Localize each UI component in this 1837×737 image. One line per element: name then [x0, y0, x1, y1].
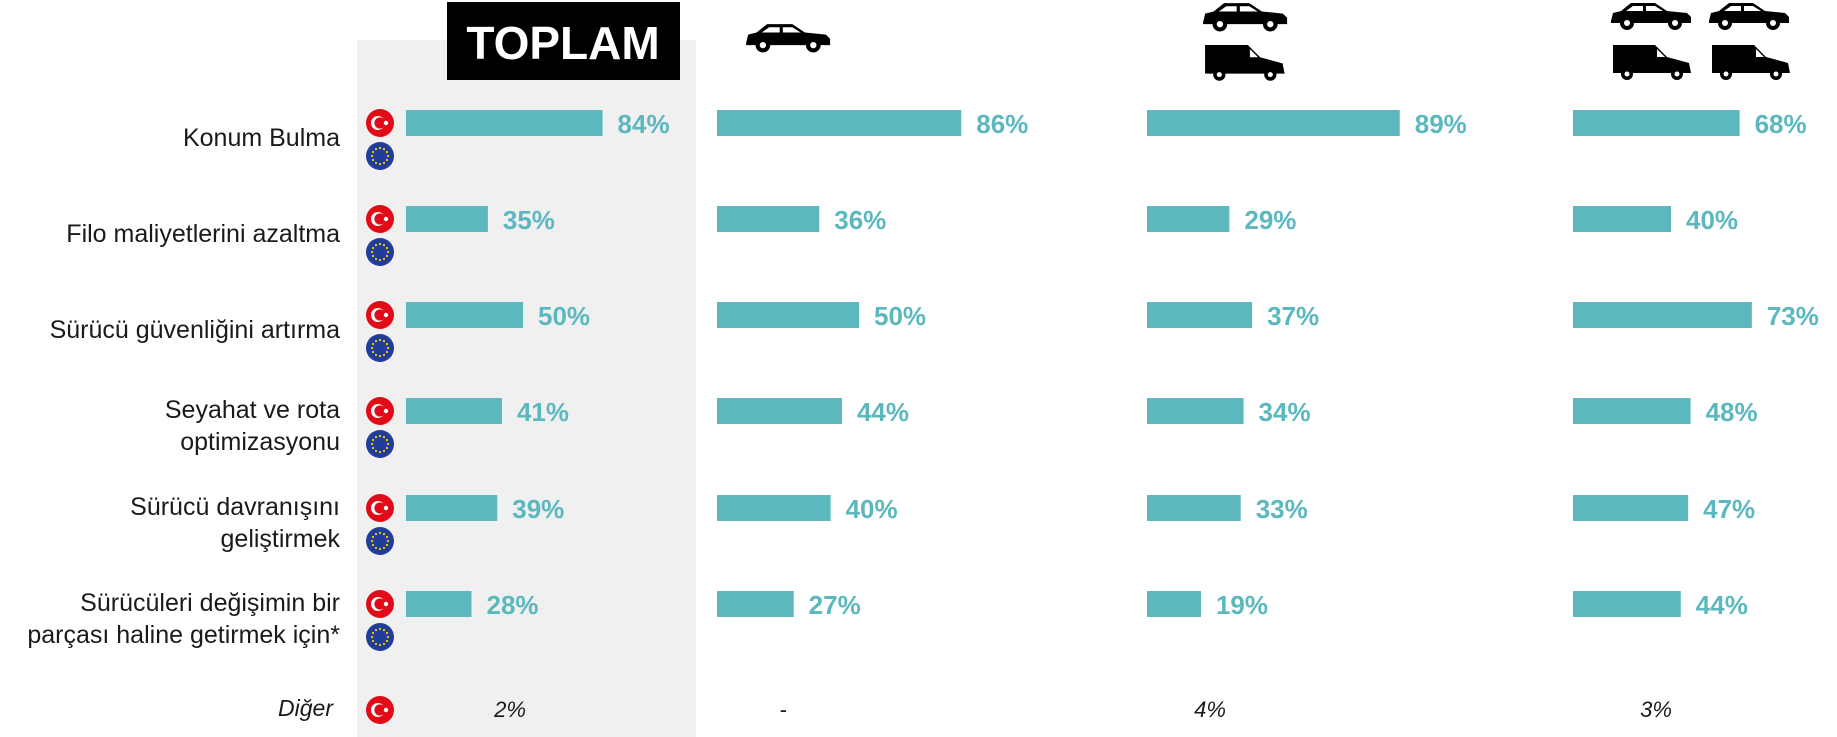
category-label: Sürücüleri değişimin bir — [80, 589, 340, 617]
category-labels: Konum Bulma Filo maliyetlerini azaltma Sür… — [27, 124, 340, 649]
data-label: 68% — [1755, 109, 1807, 139]
data-label: 41% — [517, 397, 569, 427]
car-icon — [746, 24, 831, 53]
total-title: TOPLAM — [466, 17, 659, 69]
bar — [1573, 206, 1671, 232]
bar — [717, 398, 842, 424]
value-labels: 84% 35% 50% 41% 39% 28% 86% 36% 50% 44% 40% 27% 89% 2… — [487, 109, 1819, 620]
turkey-flag-icon — [366, 205, 394, 233]
data-label: 29% — [1244, 205, 1296, 235]
bars — [406, 110, 1752, 617]
data-label: 28% — [487, 590, 539, 620]
data-label: 36% — [834, 205, 886, 235]
data-label: 86% — [976, 109, 1028, 139]
bar — [717, 206, 820, 232]
turkey-flag-icon — [366, 301, 394, 329]
car-icon — [1611, 3, 1691, 30]
category-label: Filo maliyetlerini azaltma — [66, 220, 340, 248]
bar — [1147, 206, 1230, 232]
data-label: 34% — [1259, 397, 1311, 427]
total-title-box — [447, 2, 680, 80]
bar — [1573, 495, 1689, 521]
category-label: Seyahat ve rota — [165, 396, 340, 424]
category-label: Konum Bulma — [183, 124, 340, 152]
data-label: 47% — [1703, 494, 1755, 524]
turkey-flag-icon — [366, 494, 394, 522]
data-label: 73% — [1767, 301, 1819, 331]
total-panel-background — [357, 40, 696, 737]
data-label: 40% — [846, 494, 898, 524]
bar — [1573, 302, 1752, 328]
data-label: 44% — [857, 397, 909, 427]
data-label: 50% — [538, 301, 590, 331]
bar — [1573, 398, 1691, 424]
bar — [1147, 110, 1400, 136]
data-label: 33% — [1256, 494, 1308, 524]
eu-flag-icon — [366, 430, 394, 458]
bar — [1147, 398, 1244, 424]
bar — [406, 206, 488, 232]
turkey-flag-icon — [366, 590, 394, 618]
van-icon — [1205, 45, 1285, 81]
bar — [717, 591, 794, 617]
data-label: 44% — [1696, 590, 1748, 620]
cars-and-vans-icon — [1611, 3, 1790, 80]
bar — [1147, 302, 1253, 328]
other-value: 4% — [1194, 697, 1226, 722]
other-row: Diğer 2% - 4% 3% — [278, 695, 1672, 722]
category-label: Sürücü güvenliğini artırma — [50, 316, 341, 344]
turkey-flag-icon — [366, 397, 394, 425]
data-label: 27% — [809, 590, 861, 620]
flag-icons — [366, 109, 394, 724]
bar — [406, 302, 523, 328]
category-label: optimizasyonu — [180, 428, 340, 456]
data-label: 89% — [1415, 109, 1467, 139]
eu-flag-icon — [366, 238, 394, 266]
other-row-label: Diğer — [278, 695, 334, 721]
turkey-flag-icon — [366, 109, 394, 137]
data-label: 39% — [512, 494, 564, 524]
bar — [717, 302, 859, 328]
data-label: 37% — [1267, 301, 1319, 331]
other-value: 3% — [1640, 697, 1672, 722]
car-icon — [746, 24, 831, 53]
bar — [406, 398, 502, 424]
data-label: 40% — [1686, 205, 1738, 235]
data-label: 50% — [874, 301, 926, 331]
bar — [406, 591, 472, 617]
data-label: 35% — [503, 205, 555, 235]
van-icon — [1613, 45, 1691, 80]
car-icon — [1709, 3, 1789, 30]
bar — [1573, 110, 1740, 136]
turkey-flag-icon — [366, 696, 394, 724]
eu-flag-icon — [366, 527, 394, 555]
other-value: 2% — [493, 697, 526, 722]
bar — [406, 495, 498, 521]
data-label: 48% — [1706, 397, 1758, 427]
bar — [1147, 591, 1201, 617]
car-icon — [1203, 3, 1288, 32]
bar — [1147, 495, 1241, 521]
car-and-van-icon — [1203, 3, 1288, 81]
category-label: Sürücü davranışını — [130, 493, 340, 521]
category-label: geliştirmek — [221, 525, 341, 553]
van-icon — [1712, 45, 1790, 80]
other-value: - — [779, 697, 786, 722]
bar — [717, 495, 831, 521]
eu-flag-icon — [366, 142, 394, 170]
eu-flag-icon — [366, 334, 394, 362]
bar — [1573, 591, 1681, 617]
bar — [406, 110, 603, 136]
eu-flag-icon — [366, 623, 394, 651]
category-label: parçası haline getirmek için* — [27, 621, 340, 649]
bar — [717, 110, 962, 136]
data-label: 19% — [1216, 590, 1268, 620]
data-label: 84% — [618, 109, 670, 139]
